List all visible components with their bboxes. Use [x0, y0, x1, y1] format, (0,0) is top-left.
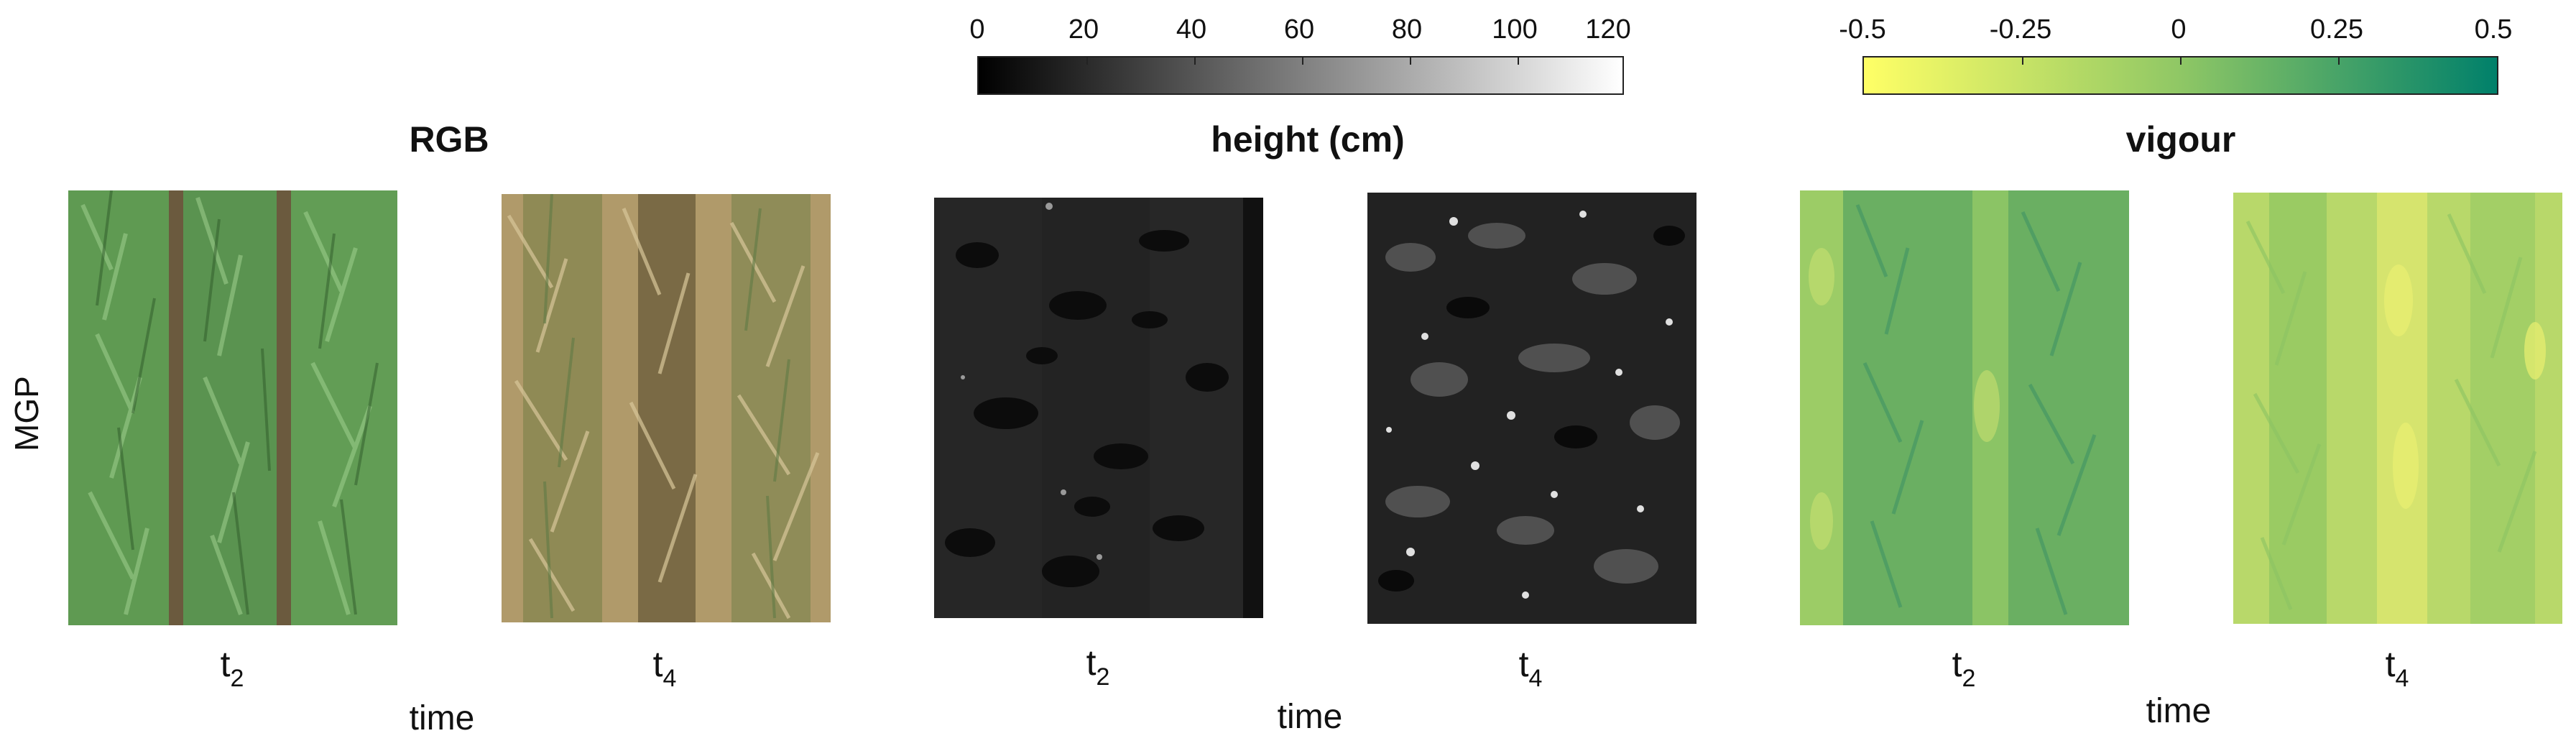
height-tick-20: 20	[1068, 14, 1099, 45]
height-time-label: time	[1277, 698, 1343, 736]
height-tick-120: 120	[1585, 14, 1631, 45]
vigour-colorbar-gradient	[1862, 56, 2498, 95]
vigour-time-label: time	[2146, 692, 2212, 730]
group-title-rgb: RGB	[409, 119, 489, 160]
height-t4-label: t4	[1518, 644, 1543, 692]
height-tick-100: 100	[1492, 14, 1538, 45]
height-tick-60: 60	[1283, 14, 1315, 45]
height-colorbar: 0 20 40 60 80 100 120	[969, 0, 1631, 101]
height-tick-80: 80	[1391, 14, 1423, 45]
vigour-tick-m025: -0.25	[1989, 14, 2052, 45]
height-tick-40: 40	[1176, 14, 1207, 45]
height-colorbar-gradient	[977, 56, 1624, 95]
rgb-image-t2	[68, 190, 397, 625]
vigour-colorbar: -0.5 -0.25 0 0.25 0.5	[1839, 0, 2512, 101]
height-colorbar-ticklabels: 0 20 40 60 80 100 120	[969, 14, 1630, 47]
rgb-time-label: time	[409, 699, 475, 737]
height-t2-label: t2	[1086, 643, 1110, 691]
rgb-t4-label: t4	[652, 644, 677, 692]
vigour-tick-05: 0.5	[2474, 14, 2513, 45]
vigour-tick-025: 0.25	[2310, 14, 2363, 45]
vigour-t4-label: t4	[2385, 644, 2409, 692]
group-title-vigour: vigour	[2125, 119, 2236, 160]
height-image-t2	[934, 198, 1263, 618]
group-title-height: height (cm)	[1211, 119, 1405, 160]
height-image-t4	[1367, 193, 1696, 624]
vigour-image-t4	[2233, 193, 2562, 624]
vigour-tick-0: 0	[2171, 14, 2187, 45]
vigour-image-t2	[1800, 190, 2129, 625]
row-label: MGP	[8, 376, 45, 451]
rgb-image-t4	[502, 194, 831, 622]
rgb-t2-label: t2	[220, 644, 244, 692]
vigour-t2-label: t2	[1952, 644, 1976, 692]
vigour-tick-m05: -0.5	[1839, 14, 1886, 45]
height-tick-0: 0	[969, 14, 985, 45]
vigour-colorbar-ticklabels: -0.5 -0.25 0 0.25 0.5	[1839, 14, 2512, 47]
